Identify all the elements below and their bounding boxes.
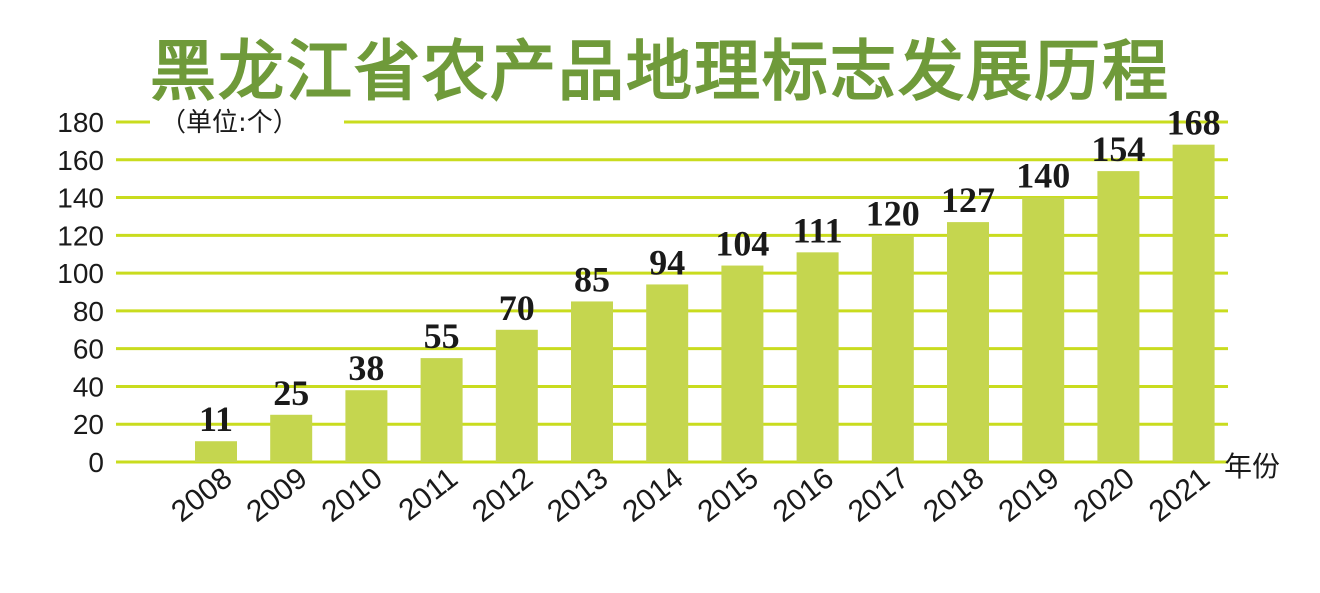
bar-2019 (1022, 197, 1065, 463)
y-tick-label: 160 (57, 145, 104, 176)
data-label-2018: 127 (941, 180, 995, 220)
data-label-2011: 55 (424, 316, 460, 356)
bar-2020 (1097, 171, 1140, 462)
x-tick-label-2021: 2021 (1143, 462, 1216, 529)
x-tick-label-2013: 2013 (541, 462, 614, 529)
bar-2011 (420, 358, 463, 462)
y-tick-label: 0 (88, 447, 104, 478)
x-tick-label-2015: 2015 (692, 462, 765, 529)
x-tick-label-2008: 2008 (165, 462, 238, 529)
x-axis-title: 年份 (1224, 450, 1280, 483)
data-label-2008: 11 (199, 399, 233, 439)
chart-title: 黑龙江省农产品地理标志发展历程 (150, 33, 1170, 110)
bar-2013 (571, 301, 613, 462)
data-label-2020: 154 (1091, 129, 1145, 169)
data-label-2010: 38 (348, 348, 384, 388)
x-tick-label-2020: 2020 (1068, 462, 1141, 529)
bar-2015 (721, 265, 764, 462)
unit-label: （单位:个） (160, 108, 299, 138)
bar-2010 (345, 390, 388, 462)
data-label-2019: 140 (1016, 156, 1070, 196)
x-tick-label-2018: 2018 (917, 462, 990, 529)
y-tick-label: 180 (57, 107, 104, 138)
bar-2012 (495, 329, 538, 462)
data-label-2017: 120 (866, 193, 920, 233)
y-tick-label: 120 (57, 220, 104, 251)
data-label-2012: 70 (499, 288, 535, 328)
bar-2016 (796, 252, 839, 462)
y-tick-label: 80 (73, 296, 104, 327)
y-tick-label: 20 (73, 409, 104, 440)
data-label-2014: 94 (649, 242, 685, 282)
bar-2017 (871, 235, 914, 462)
x-tick-label-2010: 2010 (316, 462, 389, 529)
bar-2009 (270, 414, 313, 462)
x-tick-label-2017: 2017 (842, 462, 915, 529)
bar-2014 (646, 284, 689, 462)
data-label-2009: 25 (273, 373, 309, 413)
x-tick-label-2016: 2016 (767, 462, 840, 529)
x-tick-label-2012: 2012 (466, 462, 539, 529)
x-tick-label-2014: 2014 (617, 462, 690, 529)
y-tick-label: 140 (57, 183, 104, 214)
y-tick-label: 100 (57, 258, 104, 289)
data-label-2021: 168 (1167, 103, 1221, 143)
bar-2018 (947, 222, 989, 462)
y-tick-label: 60 (73, 334, 104, 365)
y-tick-label: 40 (73, 371, 104, 402)
data-label-2015: 104 (715, 224, 769, 264)
data-label-2013: 85 (574, 259, 610, 299)
bar-2021 (1172, 144, 1215, 462)
bar-2008 (195, 441, 237, 462)
data-label-2016: 111 (793, 210, 843, 250)
x-tick-label-2011: 2011 (393, 462, 464, 528)
x-tick-label-2009: 2009 (241, 462, 314, 529)
x-tick-label-2019: 2019 (993, 462, 1066, 529)
